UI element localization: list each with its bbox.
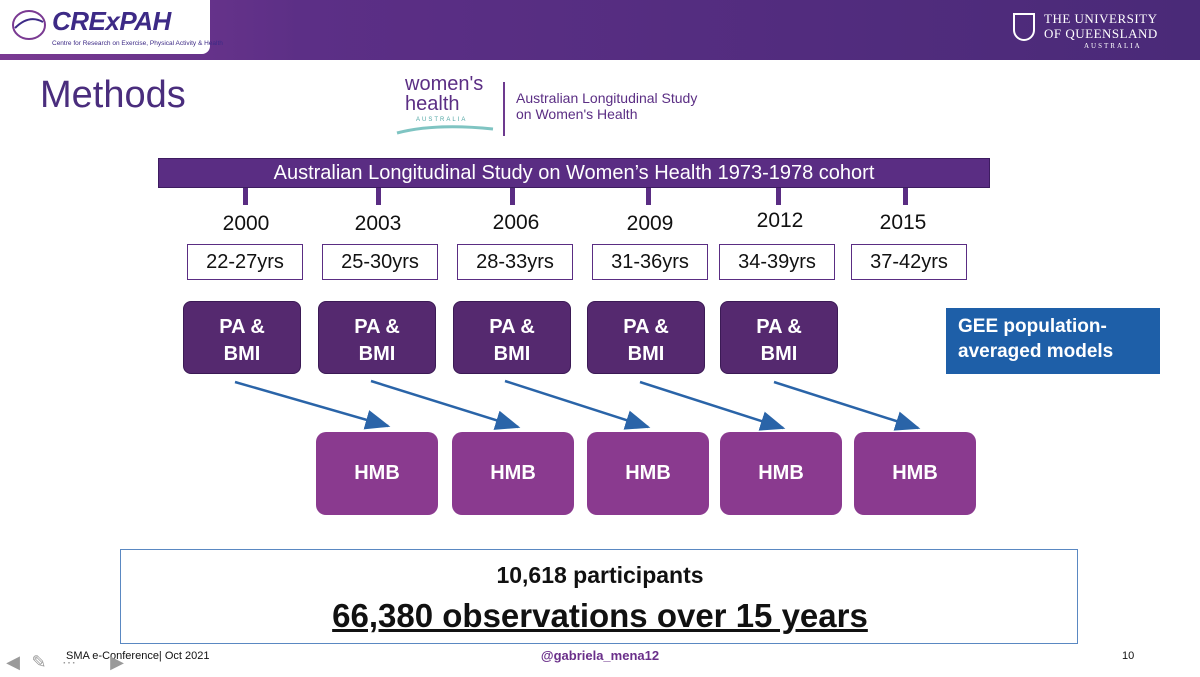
- pa-label: PA &: [756, 316, 802, 338]
- womens-health-logo: women's health: [405, 73, 484, 115]
- arrow-right-icon[interactable]: ▶: [110, 652, 124, 672]
- cohort-banner: Australian Longitudinal Study on Women’s…: [158, 158, 990, 188]
- globe-icon: [12, 10, 46, 40]
- pa-bmi-box: PA & BMI: [318, 301, 436, 374]
- gee-models-box: GEE population- averaged models: [946, 308, 1160, 374]
- page-title: Methods: [40, 74, 186, 116]
- womens-health-logo-sub: AUSTRALIA: [416, 117, 468, 123]
- alswh-line2: on Women's Health: [516, 106, 638, 122]
- crexpah-title: CRExPAH: [52, 6, 171, 36]
- timeline-tick: [510, 188, 515, 205]
- age-range-box: 22-27yrs: [187, 244, 303, 280]
- footer-conference: SMA e-Conference| Oct 2021: [66, 650, 210, 662]
- alswh-line1: Australian Longitudinal Study: [516, 90, 698, 106]
- slide-number: 10: [1122, 650, 1135, 662]
- uq-crest-icon: [1013, 13, 1035, 41]
- timeline-tick: [243, 188, 248, 205]
- more-icon[interactable]: ⋯: [62, 654, 76, 670]
- age-range-box: 37-42yrs: [851, 244, 967, 280]
- participants-count: 10,618 participants: [496, 562, 704, 588]
- arrow-left-icon[interactable]: ◀: [6, 652, 20, 672]
- gee-line2: averaged models: [958, 341, 1114, 362]
- year-label: 2012: [756, 209, 804, 232]
- arrow-line: [504, 379, 651, 430]
- timeline-tick: [646, 188, 651, 205]
- arrow-line: [773, 380, 921, 431]
- age-range-box: 31-36yrs: [592, 244, 708, 280]
- logo-divider: [503, 82, 505, 136]
- uq-name-line2: OF QUEENSLAND: [1044, 26, 1158, 41]
- timeline-tick: [376, 188, 381, 205]
- pen-icon[interactable]: ✎: [31, 652, 47, 672]
- uq-name-line3: AUSTRALIA: [1084, 42, 1142, 50]
- header-bar: CRExPAH Centre for Research on Exercise,…: [0, 0, 1200, 60]
- hmb-box: HMB: [854, 432, 976, 515]
- hmb-box: HMB: [316, 432, 438, 515]
- pa-bmi-box: PA & BMI: [720, 301, 838, 374]
- bmi-label: BMI: [493, 343, 531, 365]
- timeline-tick: [776, 188, 781, 205]
- hmb-box: HMB: [452, 432, 574, 515]
- age-range-box: 34-39yrs: [719, 244, 835, 280]
- arrow-line: [370, 379, 521, 430]
- observations-count: 66,380 observations over 15 years: [332, 597, 868, 634]
- year-label: 2003: [354, 212, 402, 235]
- pa-label: PA &: [219, 316, 265, 338]
- uq-name-line1: THE UNIVERSITY: [1044, 11, 1158, 26]
- summary-box: 10,618 participants 66,380 observations …: [120, 549, 1078, 644]
- footer-handle: @gabriela_mena12: [540, 648, 660, 663]
- bmi-label: BMI: [223, 343, 261, 365]
- arrow-line: [639, 380, 786, 431]
- age-range-box: 28-33yrs: [457, 244, 573, 280]
- pa-label: PA &: [623, 316, 669, 338]
- hmb-box: HMB: [587, 432, 709, 515]
- timeline-tick: [903, 188, 908, 205]
- swoosh-icon: [396, 125, 494, 135]
- pa-bmi-box: PA & BMI: [183, 301, 301, 374]
- year-label: 2006: [492, 211, 540, 234]
- pa-label: PA &: [489, 316, 535, 338]
- alswh-logo-text: Australian Longitudinal Study on Women's…: [516, 90, 697, 122]
- crexpah-logo: CRExPAH Centre for Research on Exercise,…: [0, 0, 223, 54]
- arrow-line: [234, 380, 391, 430]
- hmb-box: HMB: [720, 432, 842, 515]
- age-range-box: 25-30yrs: [322, 244, 438, 280]
- year-label: 2000: [222, 212, 270, 235]
- year-label: 2015: [879, 211, 927, 234]
- bmi-label: BMI: [760, 343, 798, 365]
- pa-bmi-box: PA & BMI: [587, 301, 705, 374]
- bmi-label: BMI: [627, 343, 665, 365]
- year-label: 2009: [626, 212, 674, 235]
- crexpah-subtitle: Centre for Research on Exercise, Physica…: [52, 40, 223, 47]
- pa-bmi-box: PA & BMI: [453, 301, 571, 374]
- bmi-label: BMI: [358, 343, 396, 365]
- pa-label: PA &: [354, 316, 400, 338]
- gee-line1: GEE population-: [958, 316, 1107, 337]
